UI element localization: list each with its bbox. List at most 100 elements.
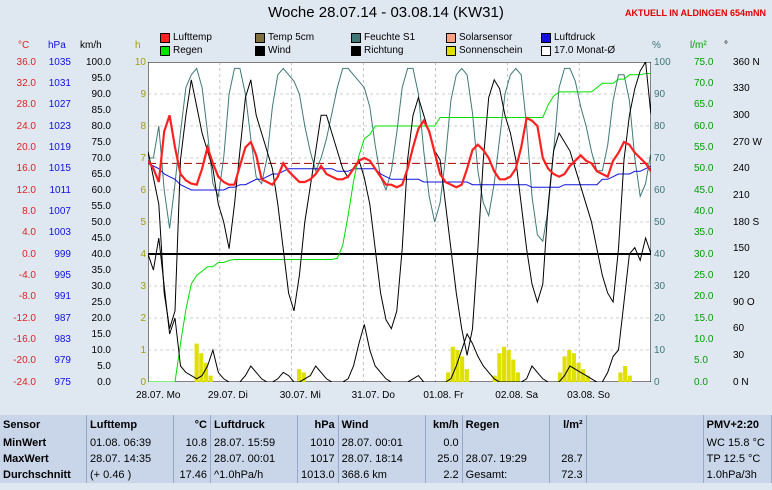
wind-tick-label: 90.0 (91, 88, 111, 100)
cell (549, 435, 587, 451)
statistics-table: Sensor Lufttemp °C Luftdruck hPa Wind km… (0, 415, 772, 483)
plot-area (148, 62, 651, 382)
cell: 1.0hPa/3h (703, 467, 772, 483)
pressure-tick-label: 987 (54, 312, 71, 324)
cell: 28.7 (549, 451, 587, 467)
sunshine-bar (455, 350, 460, 382)
sunshine-bar (515, 372, 521, 382)
sunshine-bar (562, 356, 567, 382)
rain-tick-label: 15.0 (694, 312, 714, 324)
cell: 17.46 (173, 467, 211, 483)
wind-tick-label: 10.0 (91, 344, 111, 356)
temp-tick-label: -20.0 (13, 355, 36, 367)
wind-tick-label: 5.0 (97, 360, 111, 372)
sun-tick-label: 3 (140, 280, 146, 292)
sunshine-bar (567, 350, 572, 382)
temp-tick-label: 36.0 (16, 56, 36, 68)
col-wind-unit: km/h (425, 415, 463, 435)
pressure-tick-label: 1011 (49, 184, 71, 196)
pressure-tick-label: 1007 (48, 205, 71, 217)
direction-tick-label: 210 (733, 189, 750, 201)
legend-item-solarsensor: Solarsensor (446, 32, 512, 43)
temp-tick-label: 32.0 (16, 77, 36, 89)
humidity-tick-label: 40 (654, 248, 666, 260)
humidity-tick-label: 20 (654, 312, 666, 324)
direction-tick-label: 120 (733, 269, 750, 281)
wind-tick-label: 65.0 (91, 168, 111, 180)
cell (586, 451, 704, 467)
col-rain-unit: l/m² (549, 415, 587, 435)
temp-tick-label: 28.0 (16, 99, 36, 111)
sunshine-bar (511, 359, 516, 382)
sun-tick-label: 4 (140, 248, 146, 260)
rain-tick-label: 20.0 (694, 291, 714, 303)
col-luftdruck: Luftdruck (210, 415, 298, 435)
cell: 368.6 km (338, 467, 426, 483)
legend-item-monthly-mean: 17.0 Monat-Ø (541, 45, 615, 56)
wind-tick-label: 40.0 (91, 248, 111, 260)
sunshine-bar (497, 353, 502, 382)
direction-tick-label: 300 (733, 109, 750, 121)
rain-tick-label: 25.0 (694, 269, 714, 281)
direction-tick-label: 30 (733, 349, 745, 361)
cell: 1013.0 (297, 467, 339, 483)
temp-tick-label: 24.0 (16, 120, 36, 132)
sun-tick-label: 10 (134, 56, 146, 68)
wind-tick-label: 85.0 (91, 104, 111, 116)
sunshine-bar (506, 350, 511, 382)
cell: ^1.0hPa/h (210, 467, 298, 483)
sun-tick-label: 9 (140, 88, 146, 100)
pressure-tick-label: 999 (54, 248, 71, 260)
cell: 1017 (297, 451, 339, 467)
series-richtung (148, 62, 651, 356)
cell: 28.07. 18:14 (338, 451, 426, 467)
table-row: MaxWert 28.07. 14:35 26.2 28.07. 00:01 1… (0, 451, 772, 467)
wind-tick-label: 55.0 (91, 200, 111, 212)
sunshine-bar (464, 369, 469, 382)
pressure-tick-label: 1003 (48, 227, 71, 239)
rain-tick-label: 45.0 (694, 184, 714, 196)
legend-item-wind: Wind (255, 45, 291, 56)
wind-tick-label: 70.0 (91, 152, 111, 164)
humidity-tick-label: 50 (654, 216, 666, 228)
temp-tick-label: 4.0 (22, 227, 36, 239)
temp-tick-label: -4.0 (18, 269, 36, 281)
direction-tick-label: 60 (733, 323, 745, 335)
col-sensor: Sensor (0, 415, 87, 435)
rain-tick-label: 65.0 (694, 99, 714, 111)
sun-axis-header: h (135, 40, 141, 51)
temp-tick-label: -16.0 (13, 333, 36, 345)
pressure-tick-label: 1015 (48, 163, 71, 175)
x-tick-label: 30.07. Mi (279, 390, 321, 401)
direction-tick-label: 180 S (733, 216, 760, 228)
table-row: Durchschnitt (+ 0.46 ) 17.46 ^1.0hPa/h 1… (0, 467, 772, 483)
wind-tick-label: 75.0 (91, 136, 111, 148)
sunshine-bar (301, 372, 306, 382)
sunshine-bar (627, 375, 632, 382)
sun-tick-label: 2 (140, 312, 146, 324)
col-pmv: PMV+2:20 (703, 415, 772, 435)
col-lufttemp: Lufttemp (86, 415, 174, 435)
humidity-tick-label: 30 (654, 280, 666, 292)
sunshine-bar (446, 372, 451, 382)
series-feuchte-s1 (148, 67, 651, 243)
sun-tick-label: 6 (140, 184, 146, 196)
pressure-tick-label: 1035 (48, 56, 71, 68)
pressure-axis-header: hPa (48, 40, 66, 51)
humidity-axis-header: % (652, 40, 661, 51)
cell: 0.0 (425, 435, 463, 451)
cell: 2.2 (425, 467, 463, 483)
cell: Gesamt: (462, 467, 550, 483)
x-tick-label: 28.07. Mo (136, 390, 181, 401)
rain-tick-label: 70.0 (694, 77, 714, 89)
x-tick-label: 31.07. Do (351, 390, 395, 401)
x-tick-label: 03.08. So (567, 390, 610, 401)
cell: 72.3 (549, 467, 587, 483)
series-regen (148, 73, 651, 382)
sun-tick-label: 5 (140, 216, 146, 228)
cell: 28.07. 14:35 (86, 451, 174, 467)
legend-item-lufttemp: Lufttemp (160, 32, 212, 43)
wind-axis-header: km/h (80, 40, 102, 51)
wind-tick-label: 50.0 (91, 216, 111, 228)
rain-tick-label: 35.0 (694, 227, 714, 239)
